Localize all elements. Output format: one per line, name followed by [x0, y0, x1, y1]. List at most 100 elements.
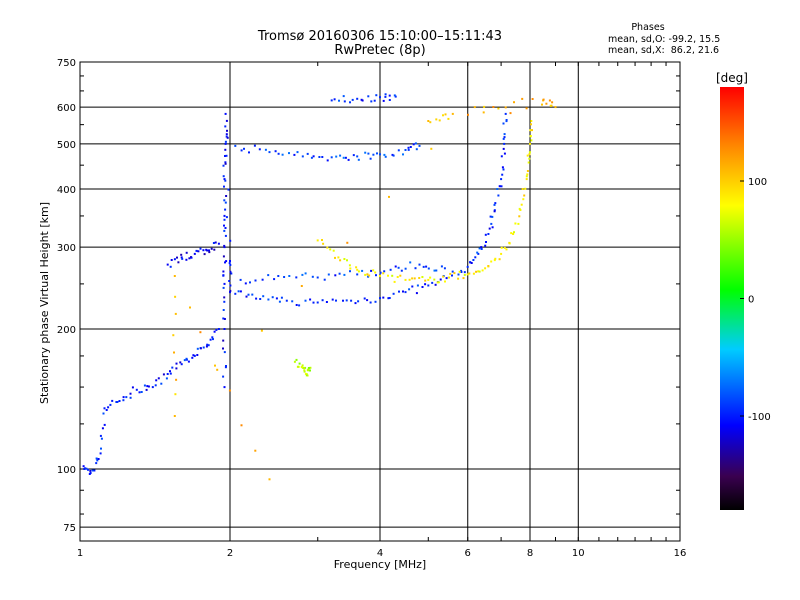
data-point — [185, 357, 188, 360]
data-point — [497, 107, 500, 110]
data-point — [361, 99, 364, 102]
data-point — [482, 111, 485, 114]
data-point — [375, 94, 378, 97]
data-point — [229, 239, 232, 242]
data-point — [339, 259, 342, 262]
data-point — [409, 261, 412, 264]
chart-subtitle: RwPretec (8p) — [334, 43, 425, 58]
data-point — [321, 156, 324, 158]
data-point — [444, 280, 446, 283]
data-point — [323, 278, 326, 281]
data-point — [103, 423, 106, 426]
data-point — [280, 296, 283, 299]
data-point — [475, 270, 478, 273]
chart-title: Tromsø 20160306 15:10:00–15:11:43 — [257, 29, 502, 44]
data-point — [224, 208, 227, 211]
data-point — [487, 233, 490, 235]
data-point — [222, 339, 225, 342]
data-point — [224, 261, 226, 264]
data-point — [224, 366, 227, 369]
data-point — [258, 148, 261, 151]
data-point — [500, 246, 503, 249]
data-point — [191, 356, 194, 359]
data-point — [504, 106, 507, 109]
data-point — [444, 113, 447, 116]
data-point — [224, 162, 227, 165]
data-point — [304, 372, 307, 375]
data-point — [503, 246, 506, 249]
data-point — [349, 267, 352, 270]
phase-stats-heading: Phases — [631, 22, 664, 33]
data-point — [309, 366, 312, 369]
data-point — [424, 283, 427, 286]
data-point — [295, 276, 298, 279]
data-point — [325, 301, 328, 303]
data-point — [466, 265, 469, 268]
y-tick-label: 750 — [57, 58, 76, 69]
data-point — [335, 155, 338, 158]
data-point — [505, 248, 508, 251]
data-point — [548, 99, 551, 102]
colorbar-label: [deg] — [716, 71, 748, 85]
data-point — [224, 179, 227, 182]
grid-lines — [80, 62, 680, 541]
data-point — [185, 258, 188, 261]
data-point — [434, 283, 437, 286]
data-point — [505, 120, 508, 123]
data-point — [224, 142, 227, 145]
data-point — [300, 285, 303, 287]
data-point — [224, 161, 227, 164]
data-point — [291, 300, 294, 303]
data-point — [306, 152, 309, 155]
data-point — [407, 146, 410, 149]
data-point — [476, 251, 479, 254]
data-point — [342, 156, 345, 159]
x-tick-label: 2 — [227, 548, 233, 559]
data-point — [222, 175, 225, 178]
data-point — [356, 155, 359, 158]
data-point — [288, 152, 290, 155]
data-point — [261, 278, 264, 281]
data-point — [529, 129, 532, 132]
data-point — [332, 249, 335, 252]
data-point — [305, 374, 308, 377]
data-point — [435, 269, 438, 272]
data-point — [346, 259, 348, 262]
data-point — [414, 142, 417, 145]
data-point — [281, 153, 284, 156]
data-point — [162, 373, 165, 376]
data-point — [408, 278, 411, 281]
data-point — [224, 148, 227, 151]
data-point — [524, 187, 527, 190]
data-point — [408, 288, 411, 291]
data-point — [357, 158, 360, 161]
data-point — [427, 120, 430, 122]
data-point — [85, 467, 88, 470]
x-tick-label: 4 — [377, 548, 383, 559]
data-point — [427, 278, 430, 281]
data-point — [193, 252, 196, 255]
data-point — [169, 265, 172, 268]
data-point — [503, 142, 506, 145]
data-point — [510, 232, 513, 235]
data-point — [223, 218, 226, 221]
data-point — [376, 152, 378, 155]
y-tick-label: 500 — [57, 140, 76, 151]
data-point — [312, 155, 315, 158]
data-point — [472, 259, 475, 261]
data-point — [275, 297, 278, 300]
data-point — [196, 347, 199, 350]
data-point — [140, 391, 143, 393]
data-point — [170, 259, 173, 261]
data-point — [229, 270, 232, 273]
data-point — [382, 296, 385, 299]
data-point — [318, 156, 321, 158]
data-point — [502, 147, 505, 150]
data-point — [165, 377, 168, 380]
data-point — [216, 368, 219, 371]
data-point — [412, 143, 415, 146]
data-point — [388, 297, 391, 299]
data-point — [107, 406, 110, 409]
data-point — [372, 269, 375, 272]
